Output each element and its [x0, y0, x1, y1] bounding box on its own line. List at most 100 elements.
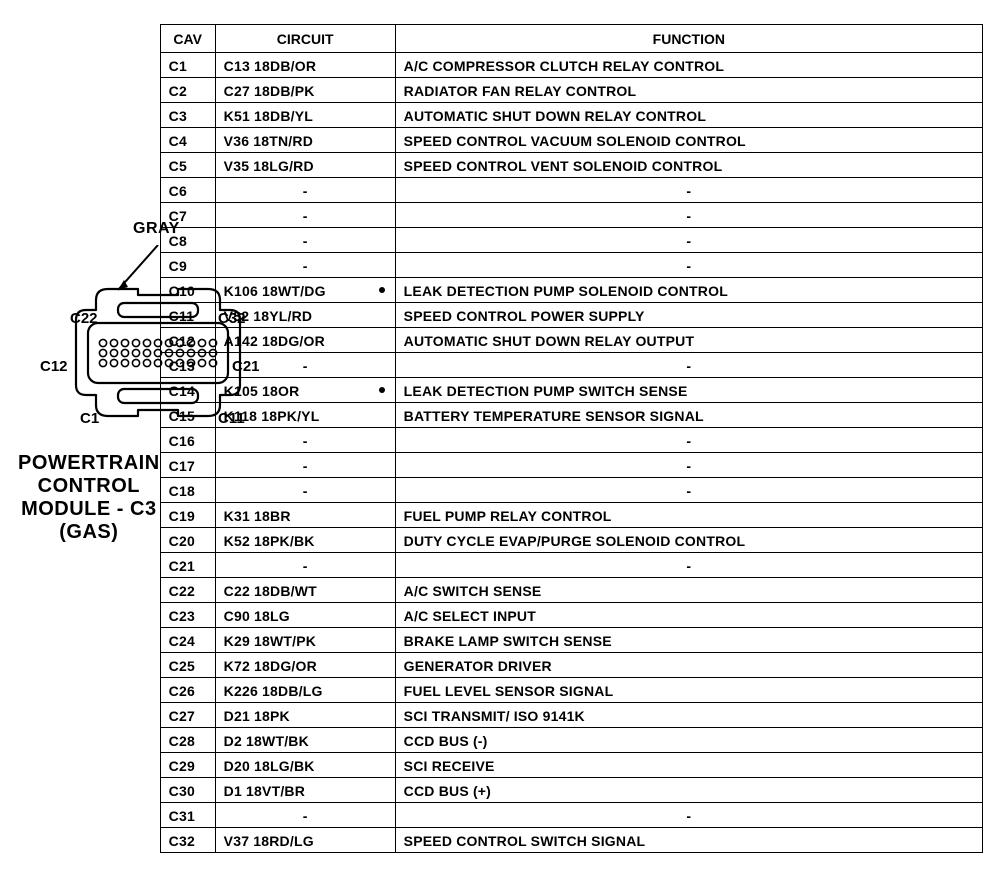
pinout-table: CAV CIRCUIT FUNCTION C1C13 18DB/ORA/C CO…	[160, 24, 983, 853]
function-cell: -	[395, 228, 982, 253]
table-row: C22C22 18DB/WTA/C SWITCH SENSE	[160, 578, 982, 603]
circuit-cell: K31 18BR	[215, 503, 395, 528]
col-header-circuit: CIRCUIT	[215, 25, 395, 53]
pin-circle-icon	[132, 359, 139, 366]
function-cell: -	[395, 353, 982, 378]
pin-circle-icon	[165, 349, 172, 356]
pin-circle-icon	[143, 349, 150, 356]
cav-cell: C20	[160, 528, 215, 553]
pin-circle-icon	[154, 349, 161, 356]
function-cell: SCI RECEIVE	[395, 753, 982, 778]
pin-circle-icon	[165, 359, 172, 366]
pin-circle-icon	[187, 349, 194, 356]
table-row: C26K226 18DB/LGFUEL LEVEL SENSOR SIGNAL	[160, 678, 982, 703]
table-row: C6--	[160, 178, 982, 203]
connector-caption: POWERTRAIN CONTROL MODULE - C3 (GAS)	[18, 452, 160, 544]
function-cell: -	[395, 428, 982, 453]
cav-cell: C17	[160, 453, 215, 478]
function-cell: -	[395, 253, 982, 278]
function-cell: FUEL LEVEL SENSOR SIGNAL	[395, 678, 982, 703]
table-row: C25K72 18DG/ORGENERATOR DRIVER	[160, 653, 982, 678]
table-row: C3K51 18DB/YLAUTOMATIC SHUT DOWN RELAY C…	[160, 103, 982, 128]
function-cell: DUTY CYCLE EVAP/PURGE SOLENOID CONTROL	[395, 528, 982, 553]
function-cell: SPEED CONTROL POWER SUPPLY	[395, 303, 982, 328]
table-row: C24K29 18WT/PKBRAKE LAMP SWITCH SENSE	[160, 628, 982, 653]
circuit-cell: K118 18PK/YL	[215, 403, 395, 428]
circuit-cell: C90 18LG	[215, 603, 395, 628]
pin-circle-icon	[121, 349, 128, 356]
circuit-cell: K72 18DG/OR	[215, 653, 395, 678]
table-row: C18--	[160, 478, 982, 503]
gray-label: GRAY	[133, 220, 180, 238]
function-cell: LEAK DETECTION PUMP SOLENOID CONTROL	[395, 278, 982, 303]
circuit-cell: -	[215, 453, 395, 478]
pin-circle-icon	[187, 339, 194, 346]
pin-circle-icon	[121, 339, 128, 346]
function-cell: SPEED CONTROL VACUUM SOLENOID CONTROL	[395, 128, 982, 153]
function-cell: RADIATOR FAN RELAY CONTROL	[395, 78, 982, 103]
circuit-cell: D2 18WT/BK	[215, 728, 395, 753]
circuit-cell: K106 18WT/DG	[215, 278, 395, 303]
function-cell: AUTOMATIC SHUT DOWN RELAY OUTPUT	[395, 328, 982, 353]
function-cell: A/C SWITCH SENSE	[395, 578, 982, 603]
table-row: C10K106 18WT/DGLEAK DETECTION PUMP SOLEN…	[160, 278, 982, 303]
function-cell: GENERATOR DRIVER	[395, 653, 982, 678]
function-cell: -	[395, 803, 982, 828]
col-header-cav: CAV	[160, 25, 215, 53]
table-row: C29D20 18LG/BKSCI RECEIVE	[160, 753, 982, 778]
circuit-cell: K52 18PK/BK	[215, 528, 395, 553]
table-row: C19K31 18BRFUEL PUMP RELAY CONTROL	[160, 503, 982, 528]
table-row: C13--	[160, 353, 982, 378]
pin-circle-icon	[187, 359, 194, 366]
circuit-cell: -	[215, 203, 395, 228]
cav-cell: C18	[160, 478, 215, 503]
cav-cell: C31	[160, 803, 215, 828]
pin-circle-icon	[110, 359, 117, 366]
note-dot-icon	[379, 387, 385, 393]
function-cell: CCD BUS (+)	[395, 778, 982, 803]
pin-circle-icon	[99, 349, 106, 356]
pin-circle-icon	[176, 359, 183, 366]
pin-circle-icon	[110, 339, 117, 346]
function-cell: -	[395, 478, 982, 503]
table-row: C8--	[160, 228, 982, 253]
pin-circle-icon	[143, 359, 150, 366]
cav-cell: C30	[160, 778, 215, 803]
cav-cell: C6	[160, 178, 215, 203]
table-header-row: CAV CIRCUIT FUNCTION	[160, 25, 982, 53]
pin-circle-icon	[143, 339, 150, 346]
function-cell: CCD BUS (-)	[395, 728, 982, 753]
cav-cell: C23	[160, 603, 215, 628]
cav-cell: C4	[160, 128, 215, 153]
table-row: C17--	[160, 453, 982, 478]
caption-line: CONTROL	[18, 475, 160, 498]
pin-circle-icon	[198, 349, 205, 356]
circuit-cell: C13 18DB/OR	[215, 53, 395, 78]
pin-circle-icon	[198, 359, 205, 366]
pin-circle-icon	[209, 359, 216, 366]
cav-cell: C5	[160, 153, 215, 178]
circuit-cell: V32 18YL/RD	[215, 303, 395, 328]
table-row: C2C27 18DB/PKRADIATOR FAN RELAY CONTROL	[160, 78, 982, 103]
function-cell: SPEED CONTROL SWITCH SIGNAL	[395, 828, 982, 853]
table-row: C7--	[160, 203, 982, 228]
circuit-cell: K29 18WT/PK	[215, 628, 395, 653]
table-row: C27D21 18PKSCI TRANSMIT/ ISO 9141K	[160, 703, 982, 728]
table-row: C16--	[160, 428, 982, 453]
table-row: C21--	[160, 553, 982, 578]
cav-cell: C1	[160, 53, 215, 78]
note-dot-icon	[379, 287, 385, 293]
pin-circle-icon	[121, 359, 128, 366]
cav-cell: C32	[160, 828, 215, 853]
function-cell: -	[395, 553, 982, 578]
cav-cell: C25	[160, 653, 215, 678]
table-row: C11V32 18YL/RDSPEED CONTROL POWER SUPPLY	[160, 303, 982, 328]
cav-cell: C21	[160, 553, 215, 578]
cav-cell: C22	[160, 578, 215, 603]
circuit-cell: K105 18OR	[215, 378, 395, 403]
connector-pane: GRAY C22 C32 C12 C21 C1 C11	[18, 24, 160, 544]
circuit-cell: C27 18DB/PK	[215, 78, 395, 103]
circuit-cell: D1 18VT/BR	[215, 778, 395, 803]
table-row: C12A142 18DG/ORAUTOMATIC SHUT DOWN RELAY…	[160, 328, 982, 353]
cav-cell: C3	[160, 103, 215, 128]
